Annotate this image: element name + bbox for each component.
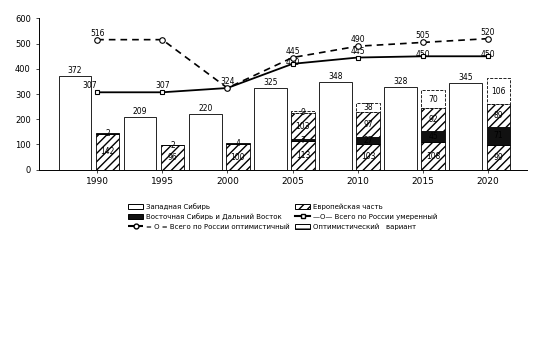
Text: 100: 100	[230, 152, 245, 162]
Bar	[291, 139, 315, 141]
Bar	[384, 87, 417, 169]
Legend: Западная Сибирь, Восточная Сибирь и Дальний Восток, = О = Всего по России оптими: Западная Сибирь, Восточная Сибирь и Даль…	[125, 200, 440, 233]
Text: 45: 45	[428, 132, 438, 141]
Bar	[487, 127, 510, 145]
Text: 450: 450	[416, 50, 430, 59]
Bar	[449, 83, 482, 169]
Bar	[422, 90, 445, 108]
Text: 420: 420	[285, 58, 300, 67]
Bar	[356, 113, 380, 137]
Text: 89: 89	[494, 111, 503, 120]
Text: 97: 97	[363, 120, 373, 129]
Text: 99: 99	[493, 153, 503, 162]
Bar	[96, 134, 119, 169]
Text: 2: 2	[170, 141, 175, 150]
Bar	[161, 145, 184, 169]
Text: 71: 71	[494, 131, 503, 140]
Text: 505: 505	[416, 31, 430, 41]
Text: 520: 520	[481, 28, 495, 36]
Text: 4: 4	[235, 139, 240, 148]
Bar	[59, 76, 91, 169]
Bar	[487, 104, 510, 127]
Bar	[422, 143, 445, 169]
Bar	[356, 137, 380, 144]
Text: 307: 307	[155, 81, 170, 90]
Bar	[96, 133, 119, 134]
Text: 445: 445	[285, 46, 300, 56]
Text: 325: 325	[263, 78, 278, 87]
Bar	[422, 131, 445, 143]
Text: 516: 516	[90, 29, 105, 38]
Bar	[487, 145, 510, 169]
Text: 7: 7	[300, 136, 305, 145]
Text: 490: 490	[350, 35, 365, 44]
Text: 38: 38	[363, 103, 373, 112]
Bar	[291, 141, 315, 169]
Text: 92: 92	[428, 115, 438, 124]
Text: 113: 113	[296, 151, 310, 160]
Bar	[356, 103, 380, 113]
Bar	[487, 78, 510, 104]
Bar	[422, 108, 445, 131]
Text: 2: 2	[105, 129, 110, 138]
Bar	[319, 82, 352, 169]
Text: 450: 450	[481, 50, 495, 59]
Bar	[291, 111, 315, 114]
Bar	[226, 144, 249, 145]
Text: 348: 348	[328, 72, 343, 81]
Text: 220: 220	[198, 104, 212, 113]
Text: 9: 9	[300, 108, 305, 117]
Text: 108: 108	[426, 151, 441, 161]
Text: 209: 209	[133, 107, 147, 116]
Text: 106: 106	[491, 87, 506, 95]
Bar	[189, 114, 222, 169]
Text: 345: 345	[459, 73, 473, 82]
Text: 328: 328	[393, 77, 408, 86]
Bar	[226, 145, 249, 169]
Text: 103: 103	[296, 122, 310, 131]
Text: 96: 96	[168, 153, 178, 162]
Text: 103: 103	[361, 152, 375, 161]
Text: 445: 445	[350, 46, 365, 56]
Bar	[254, 88, 287, 169]
Text: 372: 372	[68, 66, 82, 75]
Text: 142: 142	[100, 147, 115, 156]
Text: 27: 27	[363, 136, 373, 145]
Text: 307: 307	[82, 81, 96, 90]
Bar	[291, 114, 315, 139]
Text: 324: 324	[220, 77, 235, 86]
Bar	[356, 144, 380, 169]
Text: 70: 70	[428, 94, 438, 104]
Bar	[124, 117, 157, 169]
